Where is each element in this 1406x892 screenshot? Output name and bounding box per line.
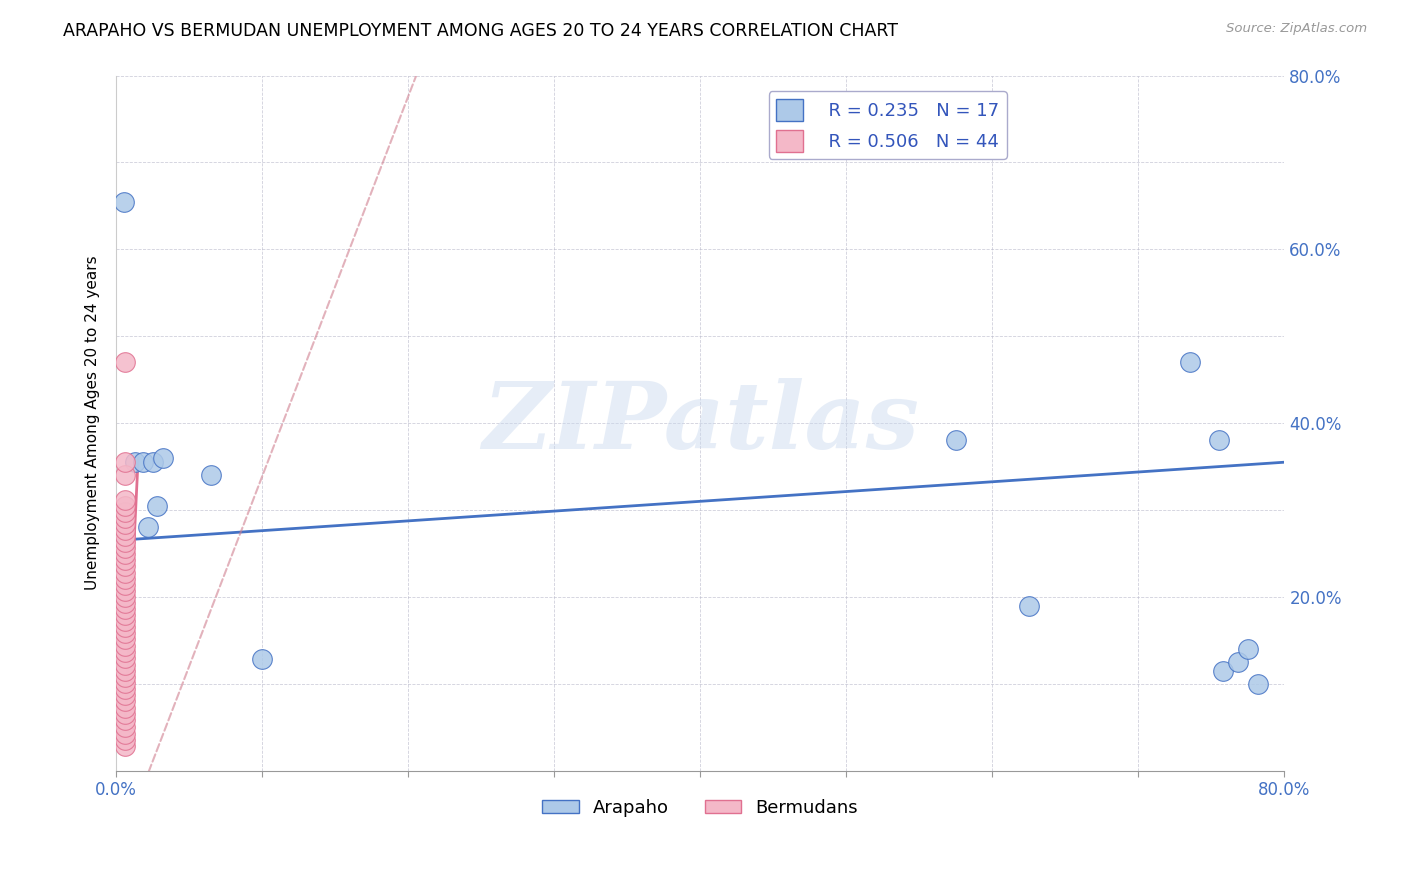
Point (114, 632, 136, 647)
Point (114, 727, 136, 741)
Point (114, 355, 136, 369)
Point (114, 608, 136, 623)
Point (114, 602, 136, 616)
Point (114, 626, 136, 640)
Point (1178, 355, 1201, 369)
Point (1226, 655, 1249, 669)
Point (114, 681, 136, 696)
Point (114, 733, 136, 747)
Point (114, 720, 136, 734)
Point (114, 553, 136, 567)
Point (114, 541, 136, 556)
Point (146, 499, 169, 513)
Text: ARAPAHO VS BERMUDAN UNEMPLOYMENT AMONG AGES 20 TO 24 YEARS CORRELATION CHART: ARAPAHO VS BERMUDAN UNEMPLOYMENT AMONG A… (63, 22, 898, 40)
Point (114, 645, 136, 659)
Point (114, 535, 136, 549)
Point (114, 596, 136, 610)
Point (114, 566, 136, 580)
Point (112, 194, 135, 209)
Point (114, 590, 136, 604)
Point (152, 450, 174, 465)
Point (114, 670, 136, 684)
Y-axis label: Unemployment Among Ages 20 to 24 years: Unemployment Among Ages 20 to 24 years (86, 256, 100, 591)
Point (114, 664, 136, 678)
Point (114, 468, 136, 483)
Point (114, 499, 136, 513)
Point (114, 455, 136, 469)
Point (114, 523, 136, 537)
Point (114, 650, 136, 665)
Point (1237, 642, 1260, 657)
Point (1212, 664, 1234, 678)
Point (124, 455, 146, 469)
Point (114, 572, 136, 586)
Point (138, 520, 160, 534)
Point (114, 707, 136, 722)
Point (1247, 677, 1270, 691)
Point (114, 639, 136, 653)
Point (945, 434, 967, 448)
Point (114, 516, 136, 531)
Point (114, 511, 136, 525)
Point (114, 505, 136, 519)
Point (114, 559, 136, 574)
Text: ZIPatlas: ZIPatlas (482, 378, 920, 468)
Point (1018, 599, 1040, 613)
Legend: Arapaho, Bermudans: Arapaho, Bermudans (536, 792, 866, 824)
Point (252, 652, 274, 666)
Point (114, 701, 136, 715)
Point (142, 455, 165, 469)
Point (114, 676, 136, 690)
Point (114, 529, 136, 543)
Point (114, 620, 136, 634)
Point (114, 657, 136, 672)
Point (114, 547, 136, 561)
Point (114, 714, 136, 728)
Point (131, 455, 153, 469)
Text: Source: ZipAtlas.com: Source: ZipAtlas.com (1226, 22, 1367, 36)
Point (114, 739, 136, 754)
Point (1208, 434, 1230, 448)
Point (114, 492, 136, 507)
Point (114, 614, 136, 628)
Point (114, 578, 136, 592)
Point (114, 694, 136, 708)
Point (114, 583, 136, 598)
Point (200, 468, 222, 483)
Point (114, 688, 136, 702)
